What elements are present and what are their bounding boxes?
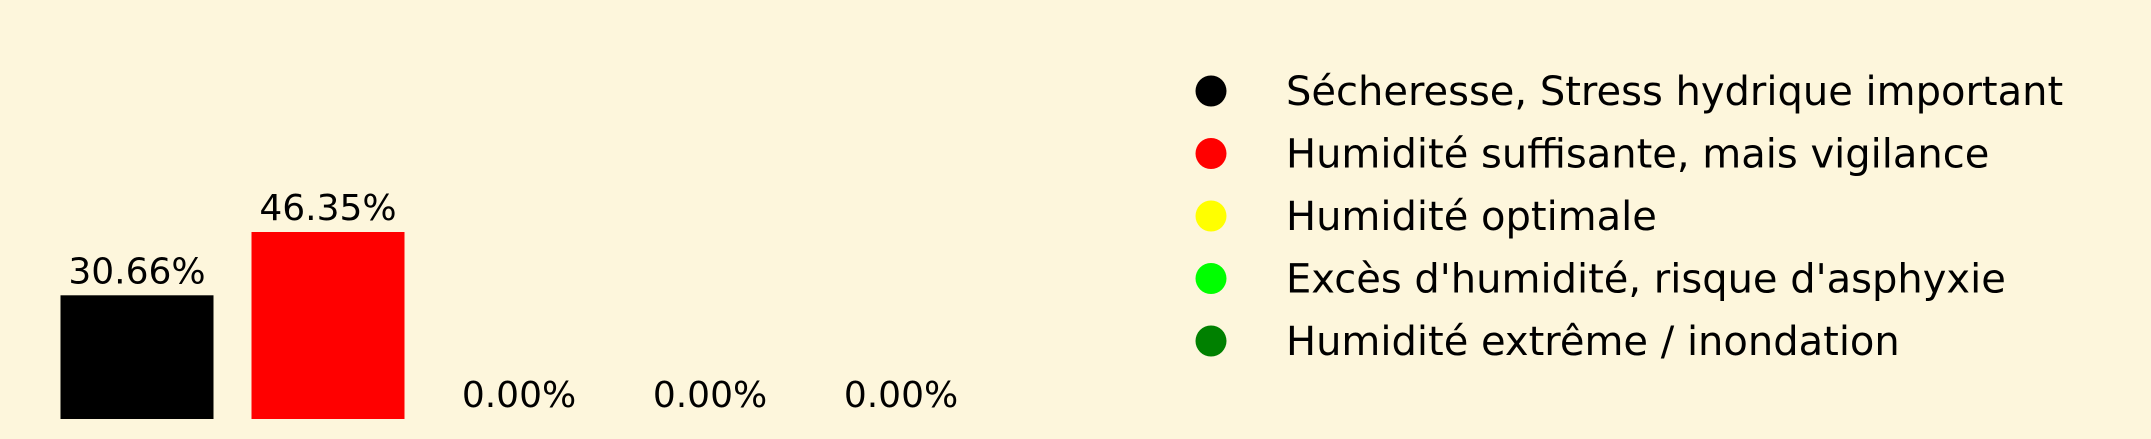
bars-layer bbox=[60, 232, 405, 419]
legend-label-1: Sécheresse, Stress hydrique important bbox=[1286, 69, 2063, 115]
legend-item-5: Humidité extrême / inondation bbox=[1195, 319, 1900, 365]
legend-marker-1 bbox=[1195, 75, 1227, 107]
legend-marker-5 bbox=[1195, 325, 1227, 357]
legend-marker-4 bbox=[1195, 263, 1227, 294]
bar-2 bbox=[251, 232, 405, 419]
bar-1 bbox=[60, 295, 214, 419]
bar-labels-layer: 30.66% 46.35% 0.00% 0.00% 0.00% bbox=[68, 188, 958, 416]
bar-value-label-3: 0.00% bbox=[462, 375, 576, 416]
legend-marker-3 bbox=[1195, 200, 1227, 232]
legend-item-3: Humidité optimale bbox=[1195, 194, 1657, 240]
bar-value-label-5: 0.00% bbox=[844, 375, 958, 416]
legend: Sécheresse, Stress hydrique important Hum… bbox=[1195, 69, 2063, 365]
legend-marker-2 bbox=[1195, 138, 1227, 169]
bar-value-label-4: 0.00% bbox=[653, 375, 767, 416]
legend-label-5: Humidité extrême / inondation bbox=[1286, 319, 1900, 365]
legend-item-2: Humidité suffisante, mais vigilance bbox=[1195, 132, 1989, 178]
legend-label-3: Humidité optimale bbox=[1286, 194, 1657, 240]
bar-value-label-1: 30.66% bbox=[68, 251, 205, 292]
legend-label-4: Excès d'humidité, risque d'asphyxie bbox=[1286, 257, 2006, 303]
bar-value-label-2: 46.35% bbox=[259, 188, 396, 229]
legend-item-1: Sécheresse, Stress hydrique important bbox=[1195, 69, 2063, 115]
legend-item-4: Excès d'humidité, risque d'asphyxie bbox=[1195, 257, 2006, 303]
legend-label-2: Humidité suffisante, mais vigilance bbox=[1286, 132, 1989, 178]
